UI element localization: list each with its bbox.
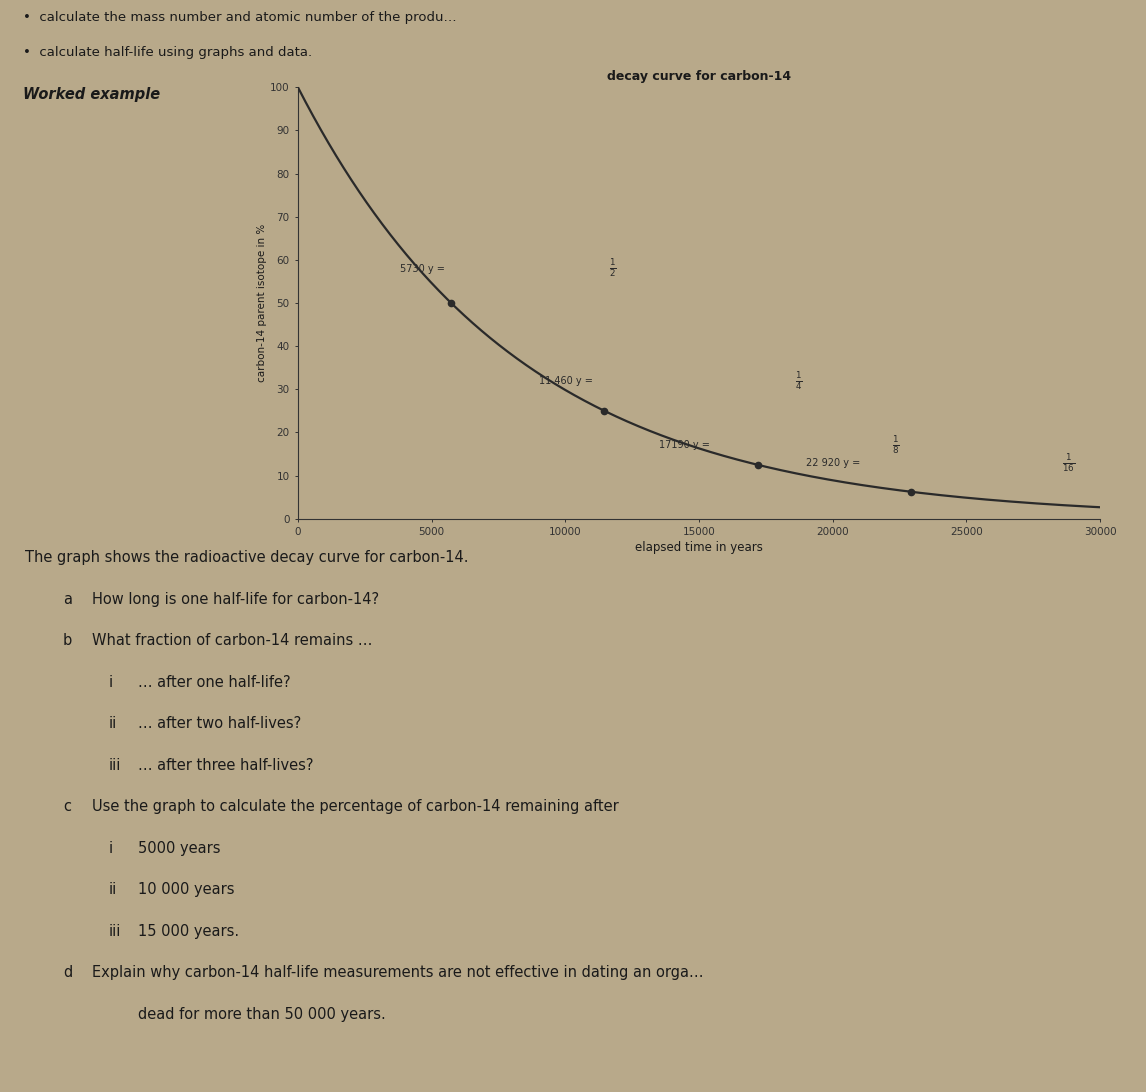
Text: … after three half-lives?: … after three half-lives? (138, 758, 313, 773)
X-axis label: elapsed time in years: elapsed time in years (635, 542, 763, 555)
Text: d: d (63, 965, 72, 981)
Text: ii: ii (109, 716, 117, 732)
Text: 15 000 years.: 15 000 years. (138, 924, 238, 939)
Text: Worked example: Worked example (23, 87, 160, 103)
Text: i: i (109, 675, 113, 690)
Text: 5730 y =: 5730 y = (400, 263, 448, 273)
Text: b: b (63, 633, 72, 649)
Text: 11 460 y =: 11 460 y = (539, 376, 596, 385)
Text: a: a (63, 592, 72, 607)
Text: $\frac{1}{2}$: $\frac{1}{2}$ (609, 258, 617, 280)
Text: 10 000 years: 10 000 years (138, 882, 234, 898)
Text: The graph shows the radioactive decay curve for carbon-14.: The graph shows the radioactive decay cu… (25, 550, 469, 566)
Text: 22 920 y =: 22 920 y = (806, 458, 863, 467)
Text: $\frac{1}{8}$: $\frac{1}{8}$ (892, 435, 900, 456)
Text: $\frac{1}{4}$: $\frac{1}{4}$ (794, 370, 802, 392)
Text: ii: ii (109, 882, 117, 898)
Text: Explain why carbon-14 half-life measurements are not effective in dating an orga: Explain why carbon-14 half-life measurem… (92, 965, 704, 981)
Text: •  calculate half-life using graphs and data.: • calculate half-life using graphs and d… (23, 46, 312, 59)
Text: How long is one half-life for carbon-14?: How long is one half-life for carbon-14? (92, 592, 379, 607)
Text: Use the graph to calculate the percentage of carbon-14 remaining after: Use the graph to calculate the percentag… (92, 799, 619, 815)
Text: 5000 years: 5000 years (138, 841, 220, 856)
Text: iii: iii (109, 924, 121, 939)
Y-axis label: carbon-14 parent isotope in %: carbon-14 parent isotope in % (257, 224, 267, 382)
Text: •  calculate the mass number and atomic number of the produ…: • calculate the mass number and atomic n… (23, 11, 456, 24)
Text: … after two half-lives?: … after two half-lives? (138, 716, 300, 732)
Text: … after one half-life?: … after one half-life? (138, 675, 290, 690)
Text: $\frac{1}{16}$: $\frac{1}{16}$ (1062, 452, 1075, 474)
Text: What fraction of carbon-14 remains …: What fraction of carbon-14 remains … (92, 633, 372, 649)
Text: dead for more than 50 000 years.: dead for more than 50 000 years. (138, 1007, 385, 1022)
Title: decay curve for carbon-14: decay curve for carbon-14 (607, 70, 791, 83)
Text: iii: iii (109, 758, 121, 773)
Text: c: c (63, 799, 71, 815)
Text: i: i (109, 841, 113, 856)
Text: 17190 y =: 17190 y = (659, 440, 713, 450)
